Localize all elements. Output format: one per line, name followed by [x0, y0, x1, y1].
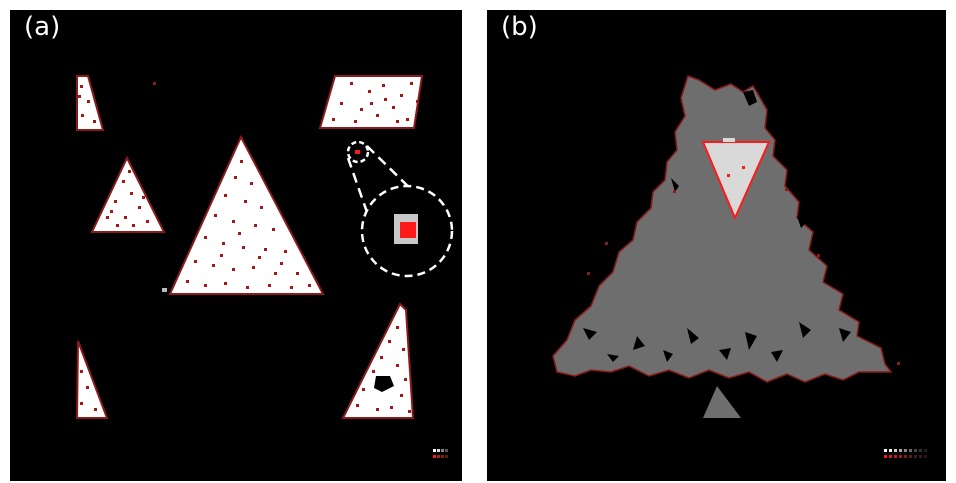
gaps: [583, 90, 851, 362]
shape-small-left-top: [76, 75, 105, 131]
panel-label-b: (b): [501, 12, 538, 42]
defect-dots: [106, 170, 149, 227]
defect-dots: [332, 82, 419, 123]
defect-dots: [356, 326, 411, 413]
color-legend-swatches: [433, 449, 448, 458]
shape-truncated-triangle: [341, 302, 415, 419]
gray-pixel: [162, 288, 167, 292]
defect-dots: [80, 370, 97, 411]
panel-a: (a): [10, 10, 462, 481]
edge-dots: [587, 188, 900, 365]
panel-label-a: (a): [24, 12, 61, 42]
zoom-callout: [346, 140, 454, 278]
shape-medium-triangle: [90, 155, 166, 233]
color-legend-swatches: [884, 449, 927, 458]
shape-large-triangle: [162, 134, 325, 295]
panel-b: (b): [487, 10, 946, 481]
defect-dots: [78, 85, 96, 123]
inverted-triangle: [701, 138, 771, 221]
panel-b-figure: [552, 75, 927, 458]
shape-small-left-bottom: [75, 340, 109, 419]
large-gray-region: [552, 75, 900, 383]
hole: [374, 376, 394, 392]
defect-dots: [186, 160, 311, 289]
shape-trapezoid-top-right: [318, 75, 424, 129]
stray-pixel: [153, 82, 156, 85]
small-gray-triangle: [703, 386, 741, 418]
panel-a-figure: [75, 75, 454, 458]
